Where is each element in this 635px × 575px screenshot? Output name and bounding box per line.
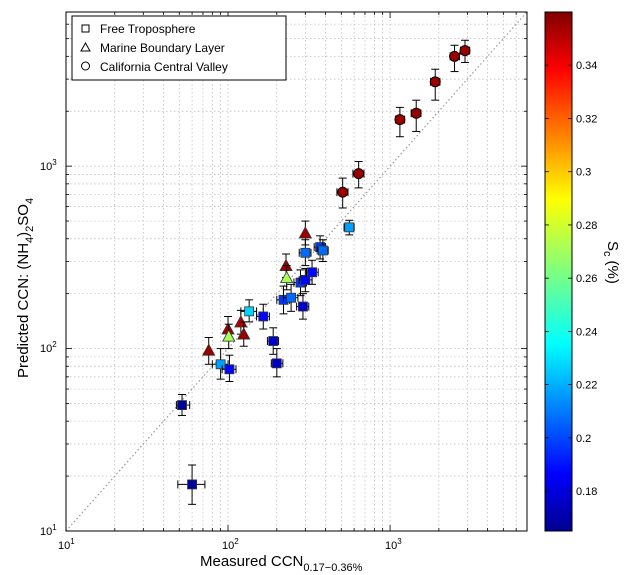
y-tick-label-1: 101 [40, 523, 57, 538]
data-point-triangle [222, 323, 236, 350]
axis-ticks [66, 12, 527, 531]
x-tick-label-3: 103 [385, 537, 402, 552]
square-marker [268, 336, 279, 346]
square-marker [300, 247, 311, 258]
colorbar-tick-label: 0.32 [576, 113, 597, 125]
legend-label-free-troposphere: Free Troposphere [100, 22, 196, 36]
legend: Free Troposphere Marine Boundary Layer C… [71, 15, 287, 81]
data-point-triangle [298, 220, 313, 246]
data-point-square [306, 259, 319, 285]
circle-marker [429, 76, 441, 88]
square-marker [187, 479, 197, 490]
colorbar: 0.18 0.2 0.22 0.24 0.26 0.28 0.3 0.32 0.34 Sc(%) [544, 11, 621, 532]
data-point-square [240, 299, 258, 323]
data-point-square [211, 348, 229, 380]
data-point-square [343, 219, 355, 236]
circle-marker [449, 50, 460, 62]
colorbar-tick-label: 0.18 [576, 486, 597, 498]
circle-marker [459, 45, 471, 57]
data-point-triangle [237, 321, 251, 347]
square-marker [271, 358, 282, 369]
triangle-marker [222, 329, 236, 342]
x-axis-label: Measured CCN0.17−0.36% [200, 553, 363, 574]
square-marker [307, 267, 317, 278]
circle-marker [394, 114, 406, 126]
square-marker [177, 400, 187, 410]
circle-marker [410, 107, 422, 119]
circle-marker [353, 168, 365, 180]
data-point-square [175, 394, 191, 416]
data-point-square [266, 327, 280, 355]
data-point-circle [394, 106, 406, 138]
square-marker [300, 274, 311, 285]
one-to-one-line-path [65, 11, 528, 532]
triangle-marker [298, 226, 313, 239]
legend-circle-icon [81, 61, 90, 71]
data-point-square [177, 464, 206, 505]
colorbar-tick-label: 0.3 [576, 167, 591, 179]
data-point-triangle [202, 337, 216, 365]
data-point-square [296, 293, 310, 320]
data-point-square [256, 303, 270, 330]
data-point-square [270, 348, 284, 378]
legend-box [71, 15, 287, 81]
data-point-circle [352, 161, 365, 189]
square-marker [244, 306, 255, 317]
data-point-circle [459, 39, 471, 64]
square-marker [258, 311, 269, 322]
colorbar-ticks: 0.18 0.2 0.22 0.24 0.26 0.28 0.3 0.32 0.34 [545, 60, 597, 498]
x-tick-label-1: 101 [58, 537, 75, 552]
colorbar-tick-label: 0.2 [576, 433, 591, 445]
colorbar-gradient [544, 11, 573, 532]
grid-lines [66, 12, 527, 531]
legend-label-california-central-valley: California Central Valley [100, 60, 228, 74]
data-points [175, 39, 471, 505]
legend-label-marine-boundary-layer: Marine Boundary Layer [100, 41, 225, 55]
x-tick-label-2: 102 [222, 537, 239, 552]
legend-triangle-icon [80, 41, 91, 52]
y-axis-label: Predicted CCN: (NH4)2SO4 [15, 198, 36, 378]
triangle-marker [202, 343, 216, 356]
colorbar-tick-label: 0.26 [576, 273, 597, 285]
data-point-square [298, 267, 313, 293]
plot-frame [65, 11, 528, 532]
square-marker [344, 222, 355, 233]
data-point-circle [429, 68, 441, 101]
circle-marker [337, 186, 349, 198]
one-to-one-line [65, 11, 528, 532]
data-point-triangle [279, 265, 294, 291]
data-point-circle [410, 99, 422, 132]
colorbar-tick-label: 0.28 [576, 220, 597, 232]
legend-square-icon [81, 24, 90, 33]
triangle-marker [279, 270, 294, 283]
triangle-marker [237, 327, 251, 340]
square-marker [317, 245, 328, 256]
colorbar-tick-label: 0.22 [576, 380, 597, 392]
square-marker [298, 301, 308, 312]
y-tick-label-2: 102 [40, 340, 57, 355]
colorbar-label: Sc(%) [601, 241, 621, 284]
y-tick-label-3: 103 [40, 158, 57, 173]
data-point-square [316, 239, 329, 263]
colorbar-tick-label: 0.24 [576, 326, 597, 338]
square-marker [224, 364, 235, 375]
square-marker [286, 292, 296, 303]
data-point-square [221, 354, 237, 382]
data-point-square [283, 283, 299, 312]
data-point-circle [449, 44, 460, 73]
square-marker [215, 359, 226, 370]
colorbar-tick-label: 0.34 [576, 60, 597, 72]
data-point-circle [336, 177, 349, 209]
